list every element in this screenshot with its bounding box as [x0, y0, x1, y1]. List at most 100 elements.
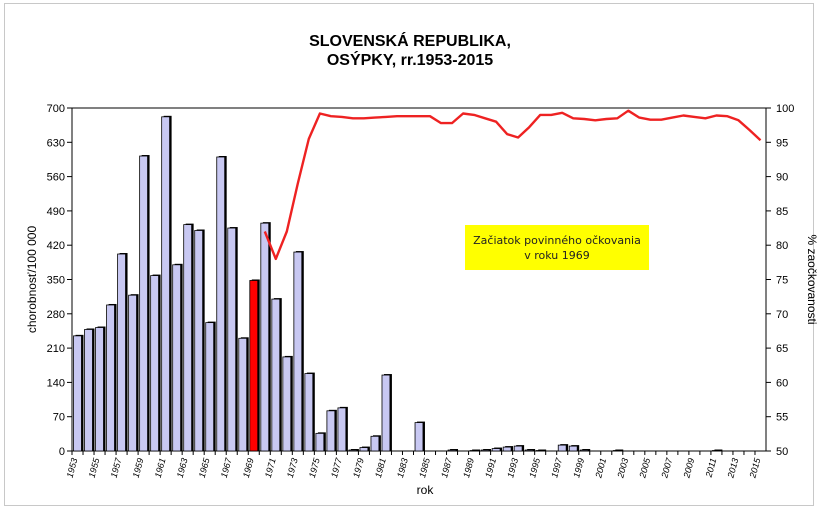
- bar: [293, 251, 303, 452]
- bar: [271, 298, 281, 452]
- x-tick-label: 1969: [241, 457, 256, 479]
- y2-tick-label: 70: [776, 309, 788, 321]
- bar: [216, 156, 226, 452]
- x-tick-label: 1999: [571, 457, 586, 479]
- y-tick-label: 280: [47, 309, 65, 321]
- y2-tick-label: 100: [776, 103, 794, 115]
- bar: [447, 449, 457, 452]
- bar: [337, 407, 347, 452]
- x-tick-label: 1989: [461, 457, 476, 479]
- y-axis-title: chorobnosť/100 000: [25, 226, 39, 334]
- x-tick-label: 2015: [747, 456, 762, 480]
- bar-highlight: [249, 280, 259, 452]
- x-tick-label: 1983: [395, 457, 410, 479]
- x-tick-label: 1979: [351, 457, 366, 479]
- bar: [172, 264, 182, 452]
- y-tick-label: 630: [47, 137, 65, 149]
- x-tick-label: 1997: [549, 456, 564, 479]
- x-tick-label: 1975: [307, 456, 322, 479]
- bar: [513, 445, 523, 452]
- chart-title: SLOVENSKÁ REPUBLIKA, OSÝPKY, rr.1953-201…: [0, 32, 820, 70]
- x-tick-label: 2011: [703, 457, 718, 479]
- y2-tick-label: 80: [776, 240, 788, 252]
- x-tick-label: 2001: [593, 457, 608, 480]
- x-tick-label: 1995: [527, 456, 542, 479]
- y-tick-label: 420: [47, 240, 65, 252]
- y2-tick-label: 65: [776, 343, 788, 355]
- bar: [227, 227, 237, 452]
- bar: [326, 410, 336, 452]
- bar: [315, 432, 325, 452]
- x-tick-label: 1967: [219, 456, 234, 479]
- bar: [117, 253, 126, 452]
- y2-axis-title: % zaočkovanosti: [805, 234, 819, 324]
- y2-tick-label: 50: [776, 446, 788, 458]
- bar: [150, 275, 159, 452]
- x-tick-label: 2013: [725, 457, 740, 480]
- bar: [370, 435, 380, 452]
- x-tick-label: 1993: [505, 457, 520, 479]
- bar: [95, 327, 104, 452]
- bar: [359, 447, 369, 452]
- bar: [106, 304, 115, 452]
- bar: [238, 337, 248, 452]
- y2-tick-label: 60: [776, 377, 788, 389]
- bar: [84, 329, 93, 452]
- x-tick-label: 2009: [681, 457, 696, 480]
- vaccination-start-note: Začiatok povinného očkovania v roku 1969: [465, 225, 649, 270]
- bar: [348, 449, 358, 452]
- bar: [557, 444, 567, 452]
- bar: [73, 335, 82, 452]
- y-tick-label: 490: [47, 206, 65, 218]
- x-tick-label: 1977: [329, 456, 344, 479]
- bar: [502, 446, 512, 452]
- bar: [139, 155, 148, 452]
- x-tick-label: 1981: [373, 457, 388, 479]
- bar: [128, 294, 137, 452]
- y-tick-label: 0: [59, 446, 65, 458]
- bar: [568, 445, 578, 452]
- bar: [205, 322, 215, 452]
- y-tick-label: 350: [47, 275, 65, 287]
- bar: [491, 448, 501, 452]
- y2-tick-label: 90: [776, 172, 788, 184]
- chart-title-line2: OSÝPKY, rr.1953-2015: [326, 52, 494, 69]
- x-tick-label: 1971: [263, 457, 278, 479]
- x-tick-label: 1991: [483, 457, 498, 479]
- y2-tick-label: 95: [776, 137, 788, 149]
- y-tick-label: 560: [47, 172, 65, 184]
- y2-tick-label: 55: [776, 412, 788, 424]
- x-tick-label: 1959: [131, 457, 146, 479]
- x-tick-label: 1973: [285, 457, 300, 479]
- y2-tick-label: 75: [776, 275, 788, 287]
- bar: [260, 222, 270, 452]
- y-tick-label: 70: [53, 412, 65, 424]
- y-tick-label: 700: [47, 103, 65, 115]
- x-tick-label: 1953: [65, 457, 80, 479]
- x-tick-label: 1963: [175, 457, 190, 479]
- bar: [414, 422, 424, 452]
- x-tick-label: 1961: [153, 457, 168, 479]
- x-tick-label: 1955: [87, 456, 102, 479]
- x-axis-title: rok: [417, 483, 435, 497]
- x-tick-label: 2007: [659, 456, 674, 480]
- x-tick-label: 1987: [439, 456, 454, 479]
- bar: [304, 373, 314, 452]
- bar: [579, 449, 589, 452]
- bar: [524, 449, 534, 452]
- x-tick-label: 2003: [615, 457, 630, 480]
- bar: [480, 449, 490, 452]
- x-tick-label: 1965: [197, 456, 212, 479]
- bar: [381, 374, 391, 452]
- bar: [183, 224, 193, 452]
- x-tick-label: 1957: [109, 456, 124, 479]
- x-tick-label: 2005: [637, 456, 652, 480]
- vaccination-line: [263, 109, 762, 261]
- x-tick-label: 1985: [417, 456, 432, 479]
- y-tick-label: 140: [47, 377, 65, 389]
- bar: [161, 116, 171, 452]
- chart-title-line1: SLOVENSKÁ REPUBLIKA,: [309, 33, 511, 50]
- bar: [282, 356, 292, 452]
- y-tick-label: 210: [47, 343, 65, 355]
